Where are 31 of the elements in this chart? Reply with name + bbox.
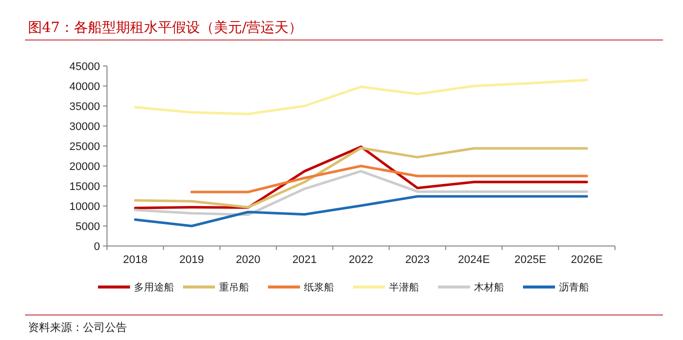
x-tick-label: 2020 (236, 254, 260, 266)
y-tick-label: 35000 (69, 100, 100, 113)
x-tick-label: 2025E (514, 254, 546, 266)
legend-label: 木材船 (474, 282, 504, 294)
legend-label: 沥青船 (559, 282, 589, 294)
x-tick-label: 2018 (122, 254, 148, 266)
chart-title: 图47：各船型期租水平假设（美元/营运天） (28, 20, 303, 36)
legend-label: 半潜船 (389, 282, 419, 294)
x-tick-label: 2024E (458, 254, 490, 266)
y-tick-label: 45000 (69, 60, 100, 73)
text: 资料来源：公司公告 (28, 321, 127, 334)
y-tick-label: 15000 (69, 180, 100, 193)
x-tick-label: 2021 (292, 254, 317, 266)
line-series (134, 195, 588, 228)
y-tick-label: 40000 (69, 80, 100, 93)
y-tick-label: 25000 (69, 140, 100, 153)
y-tick-label: 30000 (69, 120, 100, 133)
y-tick-label: 20000 (69, 160, 100, 173)
legend-label: 重吊船 (219, 282, 249, 294)
x-tick-label: 2026E (570, 254, 603, 266)
x-tick-label: 2023 (405, 254, 430, 266)
legend-label: 纸浆船 (304, 282, 334, 294)
y-tick-label: 10000 (69, 200, 100, 213)
y-tick-label: 5000 (76, 220, 100, 233)
y-tick-label: 0 (94, 240, 100, 253)
line-series (134, 78, 588, 116)
legend-label: 多用途船 (134, 282, 174, 294)
x-tick-label: 2022 (348, 254, 374, 266)
x-tick-label: 2019 (179, 254, 204, 266)
line-series (190, 164, 588, 194)
line-series (134, 170, 588, 216)
